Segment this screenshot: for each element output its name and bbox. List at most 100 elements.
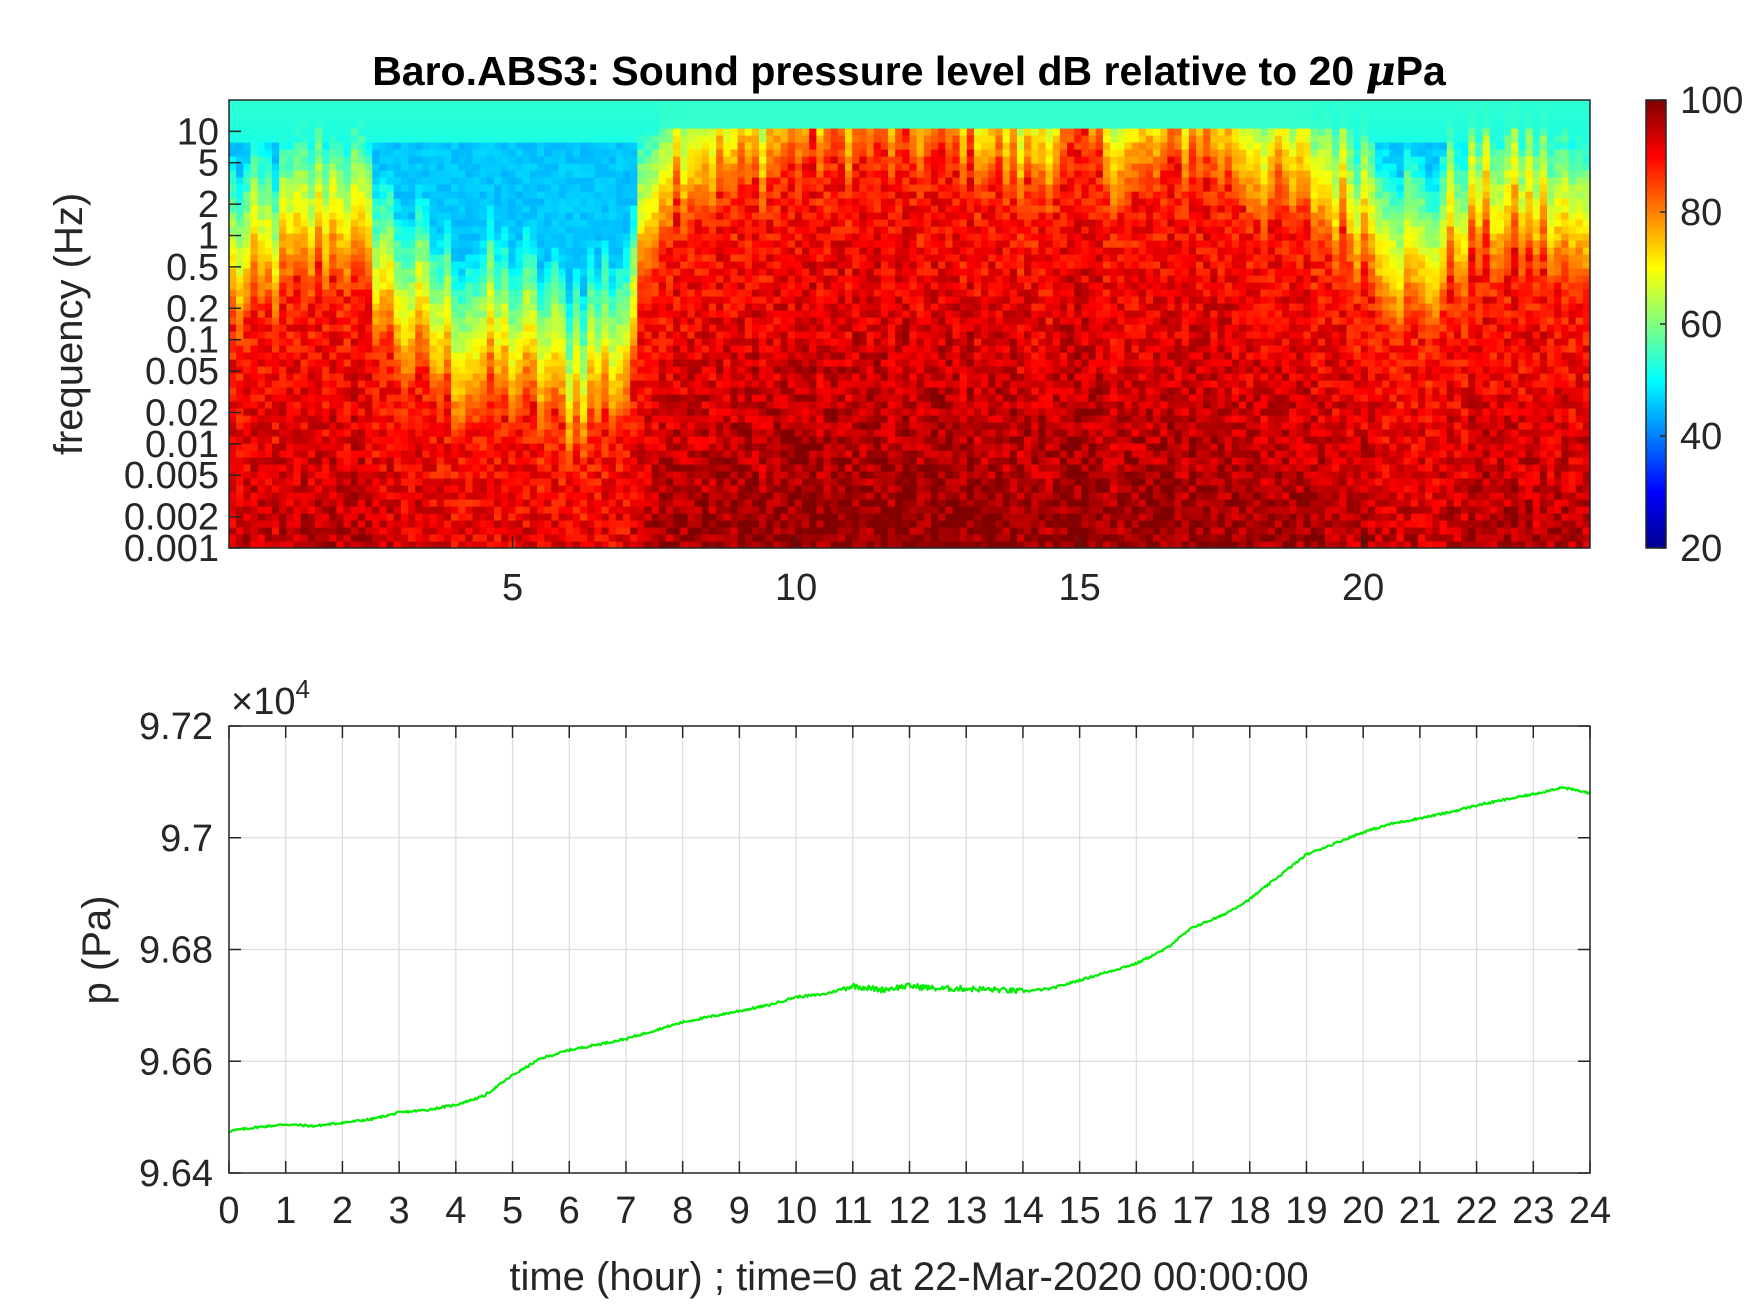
spectrogram-cell xyxy=(271,107,280,115)
spectrogram-cell xyxy=(594,184,603,192)
spectrogram-cell xyxy=(587,100,595,108)
spectrogram-cell xyxy=(558,499,567,507)
spectrogram-cell xyxy=(372,261,381,269)
spectrogram-cell xyxy=(408,135,416,143)
spectrogram-cell xyxy=(608,429,617,437)
spectrogram-cell xyxy=(708,156,717,164)
spectrogram-cell xyxy=(293,282,302,290)
spectrogram-cell xyxy=(357,191,366,199)
spectrogram-cell xyxy=(572,282,581,290)
spectrogram-cell xyxy=(694,254,703,262)
spectrogram-cell xyxy=(529,464,538,472)
spectrogram-cell xyxy=(343,275,352,283)
spectrogram-cell xyxy=(537,121,545,129)
spectrogram-cell xyxy=(730,478,739,486)
spectrogram-cell xyxy=(329,198,338,206)
spectrogram-cell xyxy=(486,142,495,150)
spectrogram-cell xyxy=(508,149,517,157)
spectrogram-cell xyxy=(314,352,323,360)
spectrogram-cell xyxy=(665,422,674,430)
spectrogram-cell xyxy=(687,457,696,465)
spectrogram-cell xyxy=(408,373,416,381)
spectrogram-cell xyxy=(458,471,466,479)
spectrogram-cell xyxy=(751,331,760,339)
spectrogram-cell xyxy=(680,345,689,353)
spectrogram-cell xyxy=(637,359,646,367)
spectrogram-cell xyxy=(673,177,681,185)
spectrogram-cell xyxy=(372,338,381,346)
spectrogram-cell xyxy=(229,485,237,493)
spectrogram-cell xyxy=(357,261,366,269)
spectrogram-cell xyxy=(544,345,552,353)
spectrogram-cell xyxy=(501,296,509,304)
spectrogram-cell xyxy=(637,485,646,493)
spectrogram-cell xyxy=(243,324,252,332)
spectrogram-cell xyxy=(737,184,746,192)
spectrogram-cell xyxy=(651,366,660,374)
spectrogram-cell xyxy=(630,184,638,192)
spectrogram-cell xyxy=(250,149,259,157)
spectrogram-cell xyxy=(329,457,338,465)
spectrogram-cell xyxy=(393,534,402,542)
spectrogram-cell xyxy=(343,485,352,493)
spectrogram-cell xyxy=(300,107,309,115)
spectrogram-cell xyxy=(408,247,416,255)
spectrogram-cell xyxy=(479,198,488,206)
spectrogram-cell xyxy=(372,345,381,353)
spectrogram-cell xyxy=(558,471,567,479)
spectrogram-cell xyxy=(357,163,366,171)
spectrogram-cell xyxy=(587,205,595,213)
spectrogram-cell xyxy=(658,191,667,199)
spectrogram-cell xyxy=(515,401,524,409)
spectrogram-cell xyxy=(271,205,280,213)
spectrogram-cell xyxy=(271,184,280,192)
spectrogram-cell xyxy=(665,261,674,269)
spectrogram-cell xyxy=(716,387,724,395)
spectrogram-cell xyxy=(271,114,280,122)
spectrogram-cell xyxy=(622,366,631,374)
spectrogram-cell xyxy=(257,296,266,304)
spectrogram-cell xyxy=(393,275,402,283)
spectrogram-cell xyxy=(451,506,459,514)
spectrogram-cell xyxy=(451,226,459,234)
spectrogram-cell xyxy=(236,247,244,255)
spectrogram-cell xyxy=(658,436,667,444)
spectrogram-cell xyxy=(680,128,689,136)
spectrogram-cell xyxy=(307,149,316,157)
spectrogram-cell xyxy=(615,338,624,346)
spectrogram-cell xyxy=(451,191,459,199)
spectrogram-cell xyxy=(744,457,753,465)
spectrogram-cell xyxy=(579,191,588,199)
spectrogram-cell xyxy=(759,289,767,297)
spectrogram-cell xyxy=(551,107,560,115)
spectrogram-cell xyxy=(522,100,531,108)
spectrogram-cell xyxy=(494,534,502,542)
spectrogram-cell xyxy=(587,457,595,465)
spectrogram-cell xyxy=(608,240,617,248)
spectrogram-cell xyxy=(565,534,574,542)
spectrogram-cell xyxy=(773,366,782,374)
spectrogram-cell xyxy=(744,506,753,514)
spectrogram-cell xyxy=(264,177,273,185)
spectrogram-cell xyxy=(243,443,252,451)
spectrogram-cell xyxy=(465,142,474,150)
spectrogram-cell xyxy=(737,464,746,472)
spectrogram-cell xyxy=(250,156,259,164)
spectrogram-cell xyxy=(579,114,588,122)
spectrogram-cell xyxy=(759,142,767,150)
spectrogram-cell xyxy=(329,387,338,395)
spectrogram-cell xyxy=(579,345,588,353)
spectrogram-cell xyxy=(572,380,581,388)
spectrogram-cell xyxy=(422,534,431,542)
spectrogram-cell xyxy=(780,212,789,220)
spectrogram-cell xyxy=(501,303,509,311)
spectrogram-cell xyxy=(229,506,237,514)
spectrogram-cell xyxy=(458,478,466,486)
spectrogram-cell xyxy=(723,345,732,353)
spectrogram-cell xyxy=(350,128,359,136)
spectrogram-cell xyxy=(744,429,753,437)
spectrogram-cell xyxy=(537,387,545,395)
spectrogram-cell xyxy=(773,296,782,304)
spectrogram-cell xyxy=(350,247,359,255)
spectrogram-cell xyxy=(687,352,696,360)
